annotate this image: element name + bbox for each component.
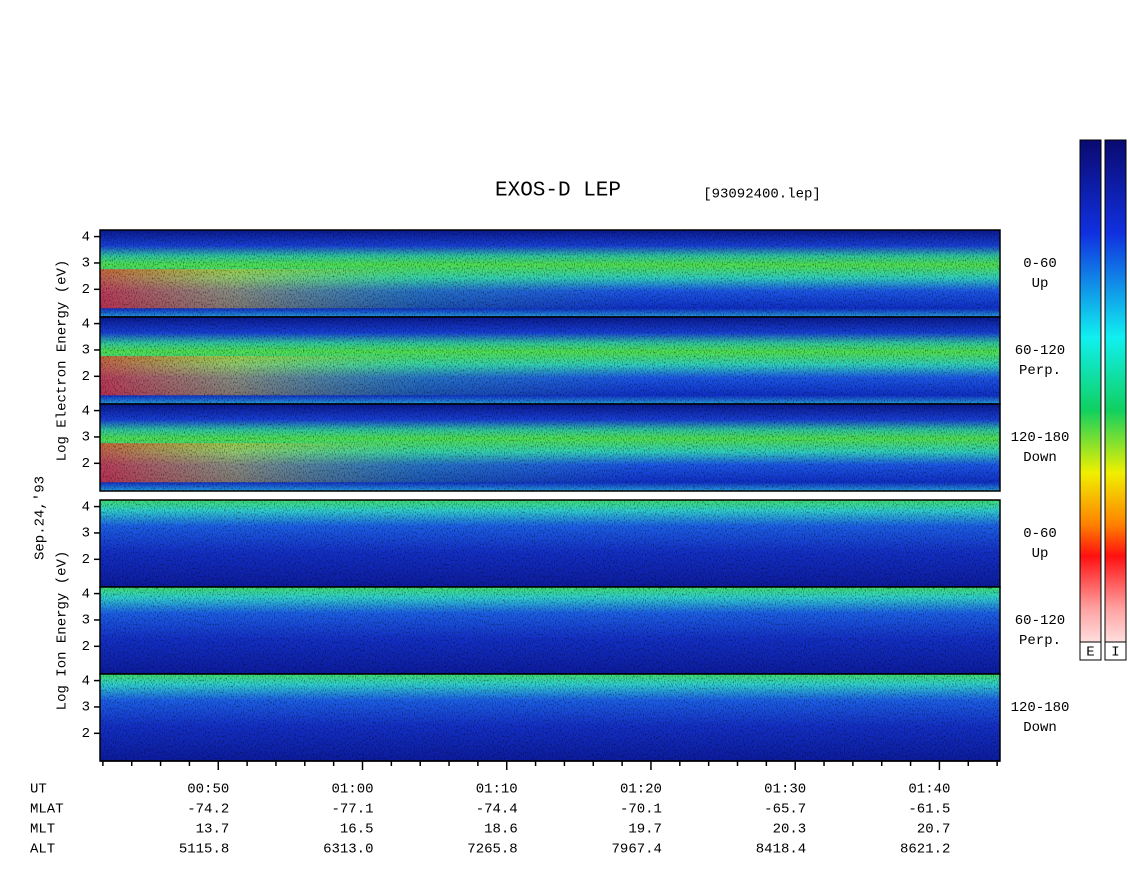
ephemeris-value: 18.6 — [484, 822, 518, 838]
x-tick-label: 01:00 — [331, 782, 373, 798]
panel-direction-label: Down — [1023, 720, 1057, 736]
colorbar-label: I — [1111, 645, 1119, 661]
y-tick-label: 2 — [82, 639, 90, 655]
spectrogram-noise — [100, 404, 1000, 491]
y-tick-label: 2 — [82, 369, 90, 385]
y-tick-label: 2 — [82, 726, 90, 742]
y-tick-label: 2 — [82, 456, 90, 472]
ephemeris-row-label: UT — [30, 782, 47, 798]
panel-angle-label: 60-120 — [1015, 613, 1065, 629]
chart-title: EXOS-D LEP — [495, 180, 621, 203]
panel-direction-label: Up — [1032, 546, 1049, 562]
ephemeris-value: 16.5 — [340, 822, 374, 838]
panel-angle-label: 120-180 — [1011, 430, 1070, 446]
y-tick-label: 4 — [82, 316, 90, 332]
y-tick-label: 3 — [82, 343, 90, 359]
y-tick-label: 2 — [82, 282, 90, 298]
colorbar-i — [1104, 139, 1127, 661]
y-tick-label: 3 — [82, 613, 90, 629]
ephemeris-value: 7265.8 — [467, 842, 517, 858]
x-tick-label: 01:40 — [908, 782, 950, 798]
x-tick-label: 01:10 — [476, 782, 518, 798]
y-tick-label: 3 — [82, 700, 90, 716]
ephemeris-value: 13.7 — [196, 822, 230, 838]
x-tick-label: 00:50 — [187, 782, 229, 798]
file-label: [93092400.lep] — [703, 187, 821, 203]
panel-angle-label: 0-60 — [1023, 256, 1057, 272]
ephemeris-value: -70.1 — [620, 802, 662, 818]
ephemeris-value: -74.2 — [187, 802, 229, 818]
spectrogram-noise — [100, 230, 1000, 317]
y-tick-label: 4 — [82, 499, 90, 515]
y-tick-label: 4 — [82, 673, 90, 689]
y-tick-label: 3 — [82, 430, 90, 446]
ephemeris-value: -61.5 — [908, 802, 950, 818]
y-tick-label: 3 — [82, 256, 90, 272]
y-tick-label: 2 — [82, 552, 90, 568]
ephemeris-value: -77.1 — [331, 802, 373, 818]
panel-frame — [99, 403, 1001, 492]
panel-direction-label: Perp. — [1019, 633, 1061, 649]
spectrogram-noise — [100, 587, 1000, 674]
colorbar-label-box — [1079, 641, 1102, 661]
y-axis-label: Log Ion Energy (eV) — [55, 551, 71, 711]
y-tick-label: 4 — [82, 586, 90, 602]
panel-angle-label: 0-60 — [1023, 526, 1057, 542]
ephemeris-value: -74.4 — [476, 802, 518, 818]
ephemeris-value: 20.7 — [917, 822, 951, 838]
colorbar-label-box — [1104, 641, 1127, 661]
y-tick-label: 4 — [82, 229, 90, 245]
panel-direction-label: Up — [1032, 276, 1049, 292]
ephemeris-row-label: MLT — [30, 822, 55, 838]
y-tick-label: 4 — [82, 403, 90, 419]
x-tick-label: 01:30 — [764, 782, 806, 798]
y-axis-label: Log Electron Energy (eV) — [55, 260, 71, 462]
date-label: Sep.24,'93 — [33, 476, 49, 560]
ephemeris-row-label: MLAT — [30, 802, 64, 818]
colorbar-e — [1079, 139, 1102, 661]
panel-direction-label: Perp. — [1019, 363, 1061, 379]
panel-angle-label: 60-120 — [1015, 343, 1065, 359]
colorbar-label: E — [1086, 645, 1094, 661]
ephemeris-value: 20.3 — [773, 822, 807, 838]
x-tick-label: 01:20 — [620, 782, 662, 798]
ephemeris-value: 8621.2 — [900, 842, 950, 858]
ephemeris-value: 6313.0 — [323, 842, 373, 858]
y-tick-label: 3 — [82, 526, 90, 542]
ephemeris-value: 19.7 — [628, 822, 662, 838]
ephemeris-value: 5115.8 — [179, 842, 229, 858]
spectrogram-noise — [100, 500, 1000, 587]
ephemeris-value: -65.7 — [764, 802, 806, 818]
ephemeris-row-label: ALT — [30, 842, 55, 858]
ephemeris-value: 8418.4 — [756, 842, 806, 858]
panel-direction-label: Down — [1023, 450, 1057, 466]
panel-angle-label: 120-180 — [1011, 700, 1070, 716]
spectrogram-noise — [100, 674, 1000, 761]
spectrogram-noise — [100, 317, 1000, 404]
colorbar — [1079, 139, 1127, 661]
ephemeris-value: 7967.4 — [612, 842, 662, 858]
